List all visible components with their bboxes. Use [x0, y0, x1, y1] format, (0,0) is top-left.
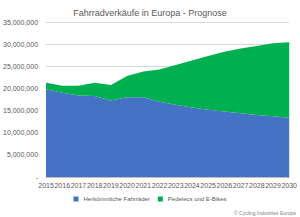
- svg-text:30,000,000: 30,000,000: [3, 41, 38, 48]
- svg-text:2016: 2016: [54, 182, 70, 189]
- svg-text:2021: 2021: [136, 182, 152, 189]
- svg-text:Herkömmliche Fahrräder: Herkömmliche Fahrräder: [83, 196, 149, 202]
- svg-text:20,000,000: 20,000,000: [3, 85, 38, 92]
- svg-text:2027: 2027: [233, 182, 249, 189]
- svg-text:-: -: [36, 174, 39, 181]
- svg-text:25,000,000: 25,000,000: [3, 63, 38, 70]
- svg-text:Fahrradverkäufe in Europa - Pr: Fahrradverkäufe in Europa - Prognose: [73, 8, 227, 18]
- svg-text:10,000,000: 10,000,000: [3, 129, 38, 136]
- svg-text:5,000,000: 5,000,000: [7, 151, 38, 158]
- svg-text:2029: 2029: [265, 182, 281, 189]
- svg-text:35,000,000: 35,000,000: [3, 19, 38, 26]
- svg-text:2020: 2020: [119, 182, 135, 189]
- svg-text:2022: 2022: [152, 182, 168, 189]
- svg-text:2028: 2028: [249, 182, 265, 189]
- svg-text:2023: 2023: [168, 182, 184, 189]
- svg-text:15,000,000: 15,000,000: [3, 107, 38, 114]
- svg-text:Pedelecs und E-Bikes: Pedelecs und E-Bikes: [168, 196, 227, 202]
- svg-text:2030: 2030: [281, 182, 297, 189]
- svg-text:2017: 2017: [71, 182, 87, 189]
- svg-text:2015: 2015: [38, 182, 54, 189]
- svg-text:2018: 2018: [87, 182, 103, 189]
- svg-text:2024: 2024: [184, 182, 200, 189]
- svg-text:© Cycling Industries Europe: © Cycling Industries Europe: [234, 210, 296, 216]
- svg-text:2025: 2025: [200, 182, 216, 189]
- svg-text:2026: 2026: [217, 182, 233, 189]
- svg-text:2019: 2019: [103, 182, 119, 189]
